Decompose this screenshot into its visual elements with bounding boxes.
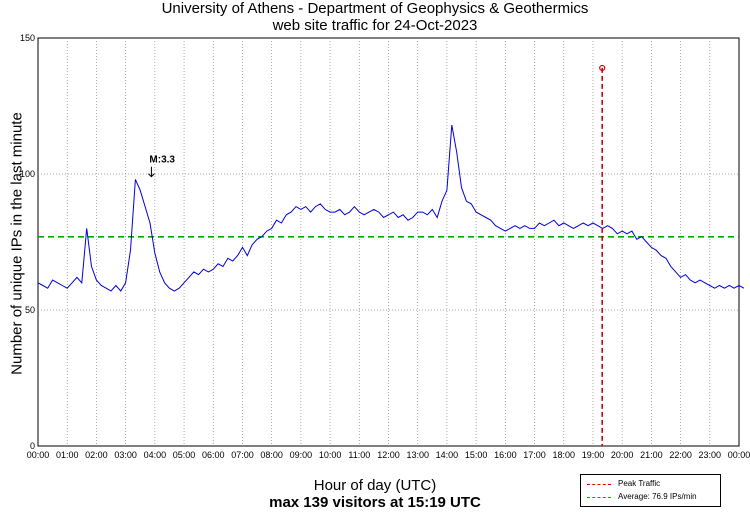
x-tick-label: 07:00 xyxy=(231,450,254,460)
x-tick-label: 23:00 xyxy=(699,450,722,460)
x-tick-label: 01:00 xyxy=(56,450,79,460)
x-tick-label: 20:00 xyxy=(611,450,634,460)
x-tick-label: 16:00 xyxy=(494,450,517,460)
x-tick-label: 06:00 xyxy=(202,450,225,460)
chart-title: University of Athens - Department of Geo… xyxy=(161,0,589,17)
y-tick-label: 0 xyxy=(30,441,35,451)
x-tick-label: 10:00 xyxy=(319,450,342,460)
peak-summary: max 139 visitors at 15:19 UTC xyxy=(269,494,481,511)
y-tick-label: 150 xyxy=(20,33,35,43)
annotation-arrow-icon xyxy=(148,166,155,178)
peak-marker xyxy=(599,64,606,72)
legend-swatch-peak xyxy=(587,484,611,485)
annotation-label: M:3.3 xyxy=(149,155,175,166)
x-tick-label: 14:00 xyxy=(436,450,459,460)
x-tick-label: 22:00 xyxy=(669,450,692,460)
chart-legend: Peak Traffic Average: 76.9 IPs/min xyxy=(580,474,721,507)
x-tick-label: 04:00 xyxy=(144,450,167,460)
x-tick-label: 09:00 xyxy=(290,450,313,460)
x-tick-label: 05:00 xyxy=(173,450,196,460)
x-tick-label: 15:00 xyxy=(465,450,488,460)
legend-label-peak: Peak Traffic xyxy=(618,479,661,488)
traffic-series-line xyxy=(37,124,745,292)
x-tick-label: 02:00 xyxy=(85,450,108,460)
x-tick-label: 21:00 xyxy=(640,450,663,460)
x-tick-label: 17:00 xyxy=(523,450,546,460)
x-tick-label: 12:00 xyxy=(377,450,400,460)
y-axis-label: Number of unique IPs in the last minute xyxy=(8,112,26,375)
x-tick-label: 00:00 xyxy=(728,450,750,460)
legend-item-average: Average: 76.9 IPs/min xyxy=(581,491,720,503)
legend-swatch-average xyxy=(587,497,611,498)
y-tick-label: 50 xyxy=(25,305,35,315)
x-tick-label: 18:00 xyxy=(552,450,575,460)
x-tick-label: 13:00 xyxy=(406,450,429,460)
legend-label-average: Average: 76.9 IPs/min xyxy=(618,492,697,501)
x-tick-label: 11:00 xyxy=(348,450,370,460)
x-tick-label: 00:00 xyxy=(27,450,50,460)
x-tick-label: 19:00 xyxy=(582,450,605,460)
x-axis-label: Hour of day (UTC) xyxy=(313,477,437,494)
legend-item-peak: Peak Traffic xyxy=(581,478,720,490)
x-tick-label: 03:00 xyxy=(114,450,137,460)
y-tick-label: 100 xyxy=(20,169,35,179)
x-tick-label: 08:00 xyxy=(260,450,283,460)
chart-subtitle: web site traffic for 24-Oct-2023 xyxy=(272,17,478,34)
